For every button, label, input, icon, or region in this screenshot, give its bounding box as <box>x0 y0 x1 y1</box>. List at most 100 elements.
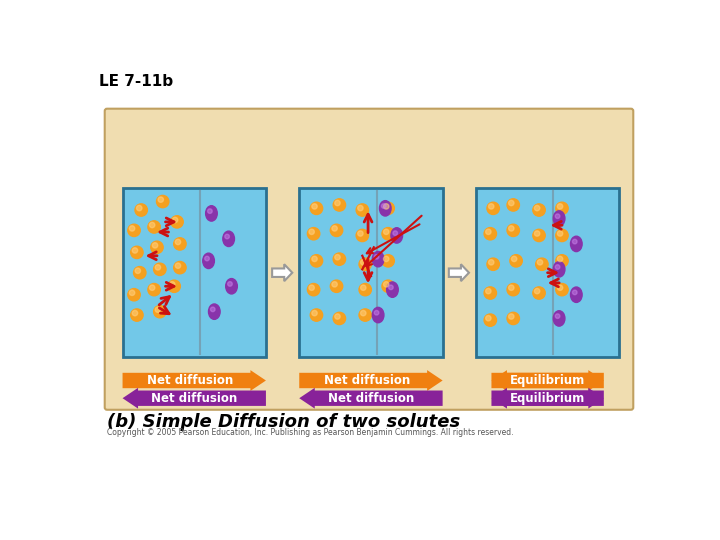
Circle shape <box>330 280 343 293</box>
Text: Net diffusion: Net diffusion <box>147 374 233 387</box>
Circle shape <box>508 285 514 291</box>
Ellipse shape <box>391 228 402 243</box>
Circle shape <box>508 226 514 231</box>
Circle shape <box>150 222 155 228</box>
Circle shape <box>485 315 491 321</box>
Ellipse shape <box>206 206 217 221</box>
Text: Net diffusion: Net diffusion <box>324 374 410 387</box>
Circle shape <box>382 280 395 293</box>
Circle shape <box>484 227 497 240</box>
Circle shape <box>556 255 568 267</box>
Circle shape <box>358 231 363 236</box>
Circle shape <box>310 202 323 214</box>
Circle shape <box>488 260 494 265</box>
Circle shape <box>361 310 366 316</box>
Ellipse shape <box>203 253 215 268</box>
Ellipse shape <box>553 310 565 326</box>
FancyArrow shape <box>492 370 604 391</box>
Text: Net diffusion: Net diffusion <box>328 392 414 404</box>
FancyArrow shape <box>300 370 443 391</box>
Circle shape <box>153 263 166 275</box>
Circle shape <box>507 224 519 237</box>
Circle shape <box>507 199 519 211</box>
FancyArrow shape <box>272 264 292 281</box>
Circle shape <box>510 255 522 267</box>
Circle shape <box>533 204 545 216</box>
Circle shape <box>572 290 577 295</box>
Circle shape <box>374 254 379 259</box>
Circle shape <box>485 229 491 234</box>
Circle shape <box>135 204 148 216</box>
Circle shape <box>382 204 386 208</box>
Circle shape <box>534 231 540 236</box>
Circle shape <box>132 248 138 253</box>
Ellipse shape <box>222 231 235 247</box>
Circle shape <box>537 260 543 265</box>
Circle shape <box>131 309 143 321</box>
Circle shape <box>148 284 161 296</box>
Text: (b) Simple Diffusion of two solutes: (b) Simple Diffusion of two solutes <box>107 413 460 431</box>
Circle shape <box>556 202 568 214</box>
Circle shape <box>359 284 372 296</box>
Circle shape <box>150 241 163 253</box>
Circle shape <box>361 285 366 291</box>
Circle shape <box>484 287 497 299</box>
Circle shape <box>335 200 340 206</box>
Circle shape <box>312 204 318 209</box>
Circle shape <box>384 282 389 287</box>
Circle shape <box>132 310 138 316</box>
Circle shape <box>389 285 393 289</box>
Circle shape <box>153 242 158 248</box>
Circle shape <box>135 268 140 273</box>
Circle shape <box>555 314 560 319</box>
Text: Copyright © 2005 Pearson Education, Inc. Publishing as Pearson Benjamin Cummings: Copyright © 2005 Pearson Education, Inc.… <box>107 428 513 437</box>
FancyArrow shape <box>122 370 266 391</box>
Circle shape <box>225 234 230 239</box>
Circle shape <box>332 282 337 287</box>
Circle shape <box>332 226 337 231</box>
Ellipse shape <box>379 201 391 216</box>
Circle shape <box>534 288 540 294</box>
Text: Equilibrium: Equilibrium <box>510 374 585 387</box>
Circle shape <box>128 288 140 301</box>
Circle shape <box>557 204 563 209</box>
Circle shape <box>210 307 215 312</box>
Circle shape <box>556 230 568 241</box>
FancyArrow shape <box>449 264 469 281</box>
Circle shape <box>361 260 366 265</box>
Text: LE 7-11b: LE 7-11b <box>99 74 174 89</box>
Circle shape <box>330 224 343 237</box>
FancyArrow shape <box>300 388 443 409</box>
Circle shape <box>148 221 161 233</box>
Circle shape <box>156 195 169 208</box>
Bar <box>122 188 266 357</box>
Bar <box>300 188 443 357</box>
Circle shape <box>153 306 166 318</box>
Circle shape <box>156 307 161 313</box>
Circle shape <box>174 261 186 274</box>
Circle shape <box>556 284 568 296</box>
Circle shape <box>384 229 389 234</box>
Circle shape <box>309 229 315 234</box>
Circle shape <box>168 280 181 293</box>
Circle shape <box>488 204 494 209</box>
Circle shape <box>150 285 155 291</box>
Circle shape <box>511 256 517 261</box>
FancyArrow shape <box>492 388 604 409</box>
Circle shape <box>312 256 318 261</box>
Ellipse shape <box>225 279 238 294</box>
Circle shape <box>169 282 175 287</box>
Circle shape <box>172 217 178 222</box>
Circle shape <box>384 256 389 261</box>
Circle shape <box>333 199 346 211</box>
Circle shape <box>557 256 563 261</box>
Circle shape <box>335 314 340 319</box>
Text: Equilibrium: Equilibrium <box>510 392 585 404</box>
Ellipse shape <box>570 236 582 252</box>
Circle shape <box>507 284 519 296</box>
Circle shape <box>359 309 372 321</box>
Ellipse shape <box>209 304 220 319</box>
Ellipse shape <box>372 307 384 323</box>
Circle shape <box>487 258 500 271</box>
Circle shape <box>507 312 519 325</box>
